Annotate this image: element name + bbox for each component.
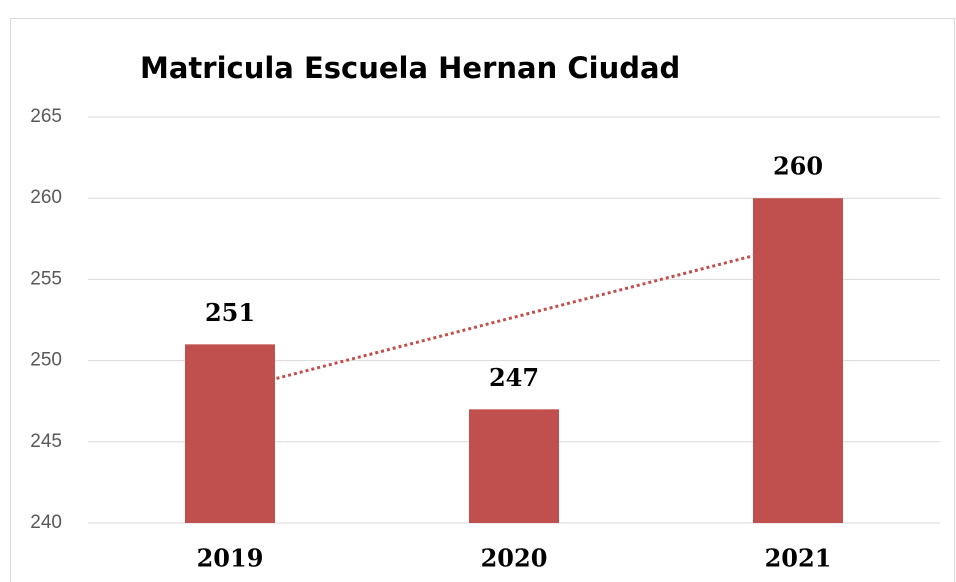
bar xyxy=(753,198,843,523)
y-tick-label: 255 xyxy=(30,268,62,289)
chart-title: Matricula Escuela Hernan Ciudad xyxy=(140,51,680,85)
data-label: 247 xyxy=(489,363,539,392)
x-tick-label: 2020 xyxy=(481,544,548,573)
bar xyxy=(469,409,559,523)
y-tick-label: 240 xyxy=(30,512,62,533)
x-tick-label: 2019 xyxy=(197,544,264,573)
y-tick-label: 250 xyxy=(30,350,62,371)
x-tick-label: 2021 xyxy=(765,544,832,573)
y-tick-label: 260 xyxy=(30,187,62,208)
data-label: 260 xyxy=(773,152,823,181)
y-tick-label: 265 xyxy=(30,106,62,127)
bar xyxy=(185,344,275,523)
data-label: 251 xyxy=(205,298,255,327)
trendline xyxy=(229,242,799,392)
y-tick-label: 245 xyxy=(30,431,62,452)
